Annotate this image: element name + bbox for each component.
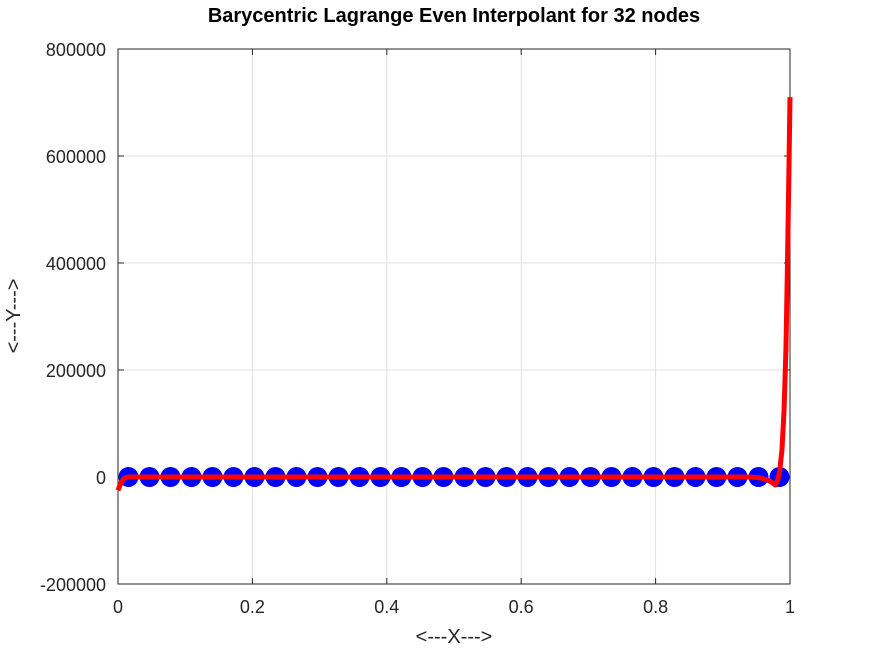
x-tick-label: 0.2 — [240, 597, 265, 617]
y-tick-label: 400000 — [46, 254, 106, 274]
y-tick-label: 600000 — [46, 147, 106, 167]
x-tick-label: 0 — [113, 597, 123, 617]
x-axis-label: <---X---> — [416, 626, 493, 648]
y-axis-label: <---Y---> — [3, 279, 25, 354]
y-tick-label: -200000 — [40, 575, 106, 595]
axes-box — [117, 48, 791, 585]
plot-series — [115, 97, 793, 492]
x-tick-label: 0.4 — [374, 597, 399, 617]
y-tick-label: 0 — [96, 468, 106, 488]
interpolant-line — [115, 97, 793, 492]
x-tick-label: 1 — [785, 597, 795, 617]
axis-ticks: 0 0.2 0.4 0.6 0.8 1 -200000 0 200000 400000 600000… — [40, 40, 795, 617]
x-tick-label: 0.8 — [643, 597, 668, 617]
y-tick-label: 800000 — [46, 40, 106, 60]
chart-title: Barycentric Lagrange Even Interpolant fo… — [208, 5, 700, 27]
x-tick-label: 0.6 — [509, 597, 534, 617]
y-tick-label: 200000 — [46, 361, 106, 381]
